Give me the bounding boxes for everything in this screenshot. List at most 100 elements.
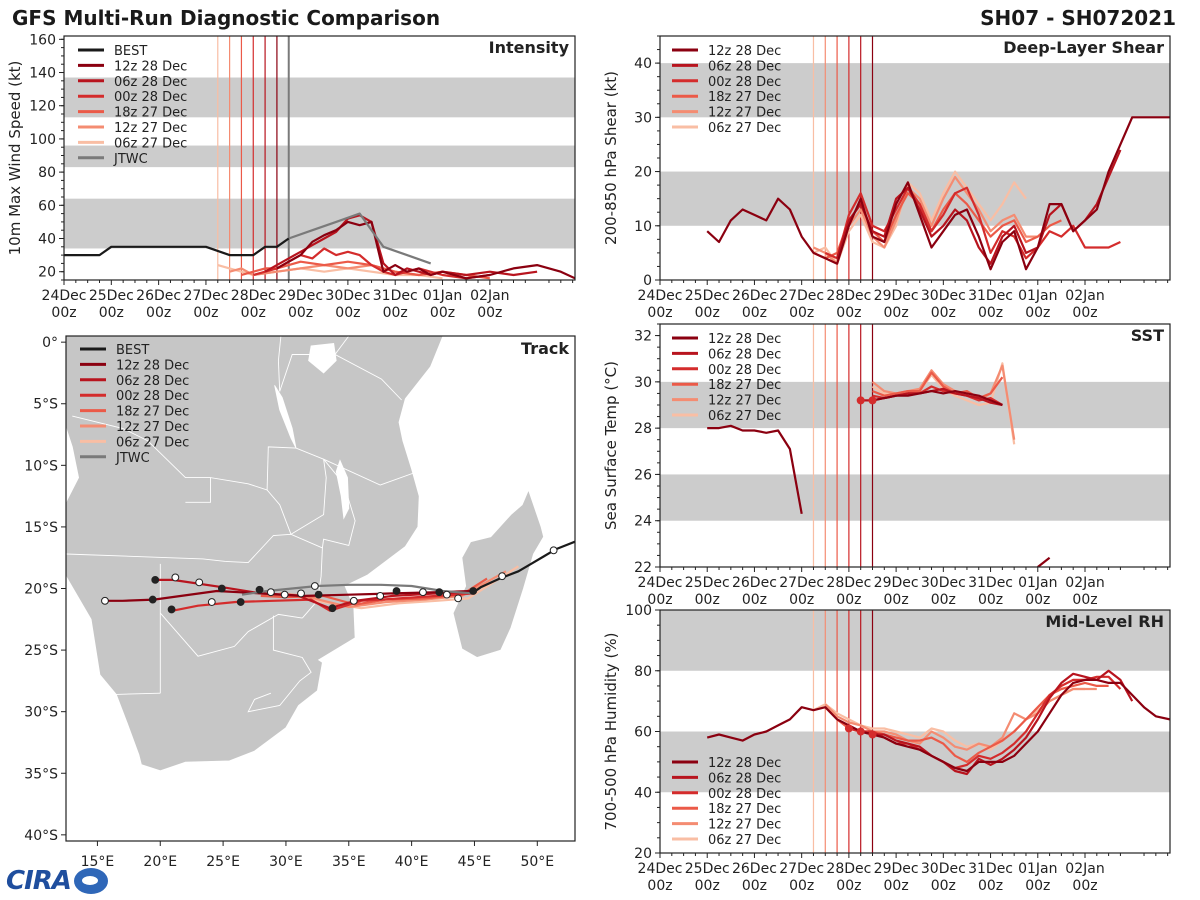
x-tick-date: 28Dec — [826, 288, 871, 304]
y-tick-label: 40 — [634, 56, 652, 72]
rh-series — [706, 669, 1170, 776]
track-position-point — [419, 588, 427, 597]
country-border — [323, 458, 419, 486]
x-tick-date: 29Dec — [874, 288, 919, 304]
track-position-point — [266, 588, 275, 597]
x-tick-hour: 00z — [51, 305, 76, 321]
shade-band — [64, 77, 575, 118]
plot-frame — [63, 35, 576, 281]
track-position-point — [101, 596, 109, 605]
legend-label: 06z 28 Dec — [708, 59, 781, 74]
x-tick-hour: 00z — [1025, 878, 1050, 894]
x-tick-hour: 00z — [695, 305, 720, 321]
shade-band — [64, 145, 575, 168]
x-tick-hour: 00z — [477, 305, 502, 321]
x-tick-hour: 00z — [742, 592, 767, 608]
y-tick-label: 30 — [634, 110, 652, 126]
x-tick-hour: 00z — [978, 592, 1003, 608]
analysis-marker — [868, 396, 877, 405]
shade-band — [660, 474, 1170, 521]
x-tick-date: 30Dec — [921, 288, 966, 304]
intensity-series — [64, 212, 575, 280]
lat-tick-label: 15°S — [24, 520, 58, 536]
x-tick-date: 26Dec — [732, 288, 777, 304]
legend-label: 00z 28 Dec — [116, 389, 189, 404]
y-tick-label: 60 — [634, 725, 652, 741]
x-tick-hour: 00z — [978, 305, 1003, 321]
series-line-12z-28-dec — [1037, 556, 1051, 567]
x-tick-hour: 00z — [931, 592, 956, 608]
x-tick-hour: 00z — [1072, 878, 1097, 894]
shade-band — [660, 63, 1170, 118]
legend-label: 12z 28 Dec — [708, 332, 781, 347]
y-tick-label: 32 — [634, 329, 652, 345]
x-tick-date: 24Dec — [638, 288, 683, 304]
track-position-point — [171, 573, 180, 582]
track-position-point — [217, 584, 226, 593]
y-tick-label: 160 — [29, 32, 56, 48]
cira-logo: CIRA — [6, 866, 110, 898]
legend-label: JTWC — [113, 152, 148, 167]
y-axis-label: Sea Surface Temp (°C) — [602, 361, 620, 530]
track-position-point — [151, 575, 160, 584]
figure-title: GFS Multi-Run Diagnostic Comparison — [12, 6, 441, 30]
legend-label: 06z 27 Dec — [114, 136, 187, 151]
track-position-point — [442, 590, 451, 599]
series-line-12z-28-dec — [706, 116, 1170, 271]
x-tick-hour: 00z — [241, 305, 266, 321]
y-tick-label: 30 — [634, 375, 652, 391]
x-tick-hour: 00z — [647, 878, 672, 894]
x-tick-hour: 00z — [789, 305, 814, 321]
lat-tick-label: 35°S — [24, 766, 58, 782]
x-tick-date: 31Dec — [968, 861, 1013, 877]
y-axis-label: 10m Max Wind Speed (kt) — [6, 61, 24, 256]
land-madagascar — [452, 488, 545, 658]
x-tick-date: 30Dec — [921, 575, 966, 591]
lon-tick-label: 25°E — [206, 854, 240, 870]
track-position-point — [310, 582, 319, 590]
track-position-point — [148, 595, 157, 604]
track-position-point — [280, 590, 289, 599]
lat-tick-label: 30°S — [24, 705, 58, 721]
series-line-jtwc — [288, 212, 432, 265]
legend-label: 18z 27 Dec — [708, 90, 781, 105]
legend-label: 18z 27 Dec — [114, 106, 187, 121]
panel-title: Mid-Level RH — [1045, 612, 1164, 631]
track-position-point — [314, 590, 323, 599]
legend-label: 06z 28 Dec — [708, 347, 781, 362]
x-tick-hour: 00z — [836, 305, 861, 321]
legend-label: 12z 27 Dec — [116, 420, 189, 435]
lat-tick-label: 25°S — [24, 643, 58, 659]
series-line-12z-28-dec — [276, 220, 575, 280]
x-tick-date: 26Dec — [732, 575, 777, 591]
analysis-marker — [856, 727, 865, 736]
lon-tick-label: 20°E — [143, 854, 177, 870]
x-tick-hour: 00z — [1072, 305, 1097, 321]
track-position-point — [195, 578, 204, 587]
logo-text: CIRA — [6, 866, 72, 896]
x-tick-hour: 00z — [789, 592, 814, 608]
x-tick-date: 27Dec — [779, 575, 824, 591]
x-tick-date: 29Dec — [874, 861, 919, 877]
panel-title: Intensity — [489, 38, 570, 57]
x-tick-date: 27Dec — [779, 288, 824, 304]
x-tick-hour: 00z — [695, 592, 720, 608]
y-tick-label: 100 — [625, 603, 652, 619]
x-tick-hour: 00z — [146, 305, 171, 321]
analysis-marker — [844, 724, 853, 733]
sst-series — [707, 362, 1051, 567]
legend-label: 18z 27 Dec — [116, 405, 189, 420]
y-tick-label: 100 — [29, 132, 56, 148]
x-tick-hour: 00z — [931, 305, 956, 321]
x-tick-hour: 00z — [1025, 305, 1050, 321]
analysis-marker — [868, 730, 877, 739]
lat-tick-label: 10°S — [24, 458, 58, 474]
shade-band — [660, 610, 1170, 671]
legend-label: 00z 28 Dec — [708, 363, 781, 378]
storm-id-title: SH07 - SH072021 — [980, 6, 1176, 30]
y-tick-label: 0 — [643, 273, 652, 289]
legend-label: 12z 27 Dec — [708, 818, 781, 833]
